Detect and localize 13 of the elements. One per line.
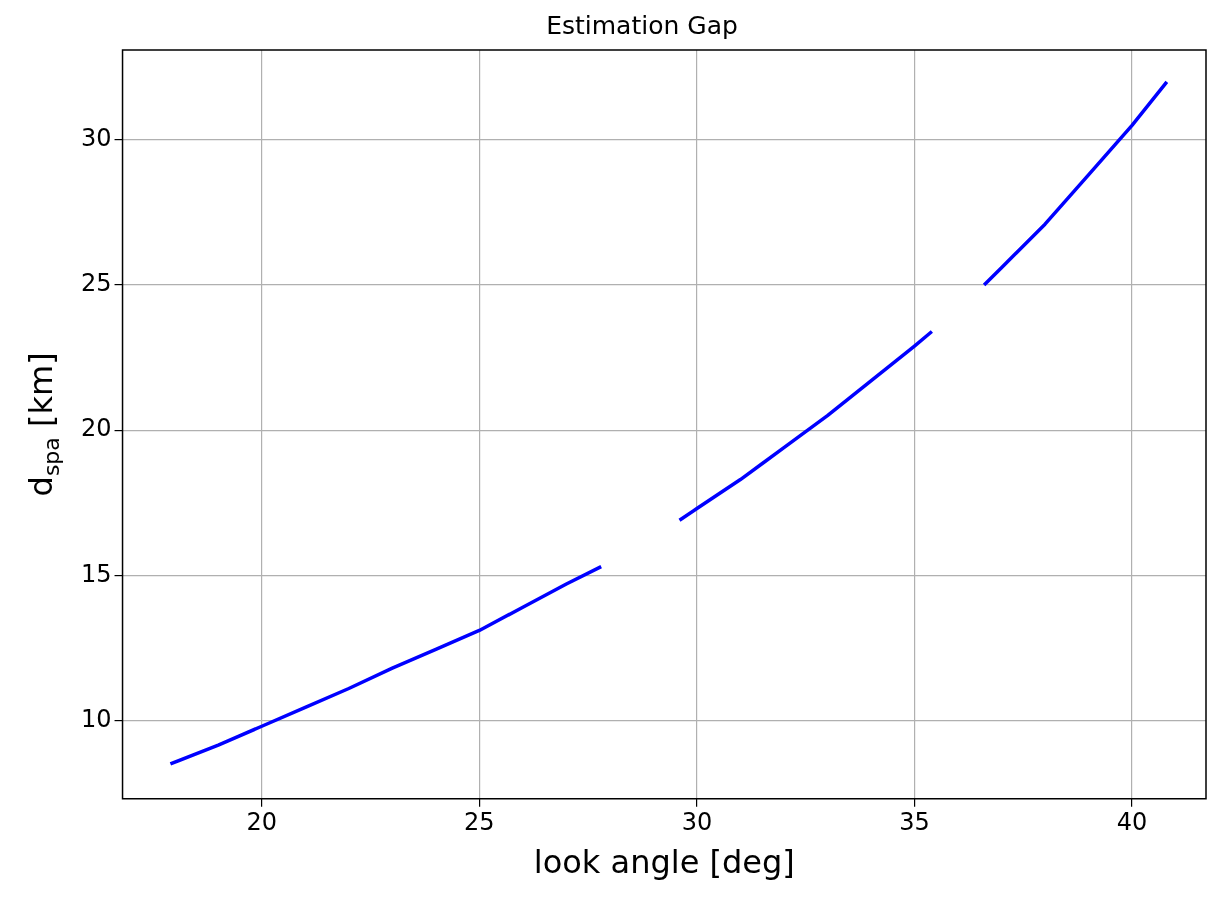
y-tick-label: 10	[80, 704, 112, 733]
x-tick-label: 35	[899, 808, 930, 837]
y-tick-label: 30	[80, 124, 112, 153]
y-axis-title: dspa [km]	[22, 352, 64, 497]
chart-title: Estimation Gap	[546, 10, 738, 40]
y-tick-label: 20	[80, 414, 112, 443]
x-tick-label: 25	[464, 808, 495, 837]
y-tick-label: 15	[80, 559, 112, 588]
x-axis-title: look angle [deg]	[533, 843, 795, 882]
x-tick-label: 30	[681, 808, 713, 837]
x-tick-label: 40	[1116, 808, 1148, 837]
y-tick-label: 25	[80, 269, 112, 298]
x-tick-label: 20	[246, 808, 278, 837]
